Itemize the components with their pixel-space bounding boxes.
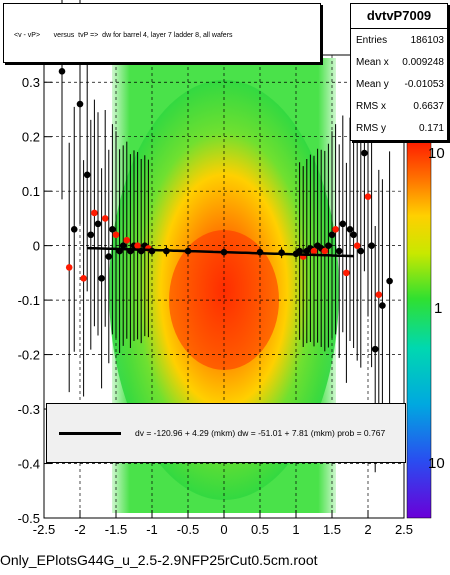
profile-point bbox=[83, 171, 91, 179]
stats-title: dvtvP7009 bbox=[351, 4, 447, 29]
y-tick-label: 0.3 bbox=[22, 75, 40, 90]
x-tick-label: 1 bbox=[292, 522, 299, 537]
stats-key: RMS y bbox=[356, 123, 386, 134]
fit-legend-text: dv = -120.96 + 4.29 (mkm) dw = -51.01 + … bbox=[135, 428, 386, 438]
y-tick-label: -0.5 bbox=[18, 511, 40, 526]
stats-key: Mean x bbox=[356, 57, 389, 68]
stats-value: 186103 bbox=[410, 35, 444, 46]
profile-point bbox=[379, 302, 386, 309]
x-tick-label: 0 bbox=[220, 522, 227, 537]
profile-point bbox=[76, 100, 84, 108]
z-tick-label: 1 bbox=[434, 300, 443, 317]
profile-point bbox=[357, 247, 365, 255]
stats-value: 0.171 bbox=[418, 123, 444, 134]
y-tick-label: -0.2 bbox=[18, 348, 40, 363]
x-tick-label: 2.5 bbox=[395, 522, 413, 537]
profile-point bbox=[310, 247, 318, 255]
fit-legend: dv = -120.96 + 4.29 (mkm) dw = -51.01 + … bbox=[46, 403, 406, 463]
z-tick-label: 10 bbox=[428, 145, 445, 162]
profile-point bbox=[328, 231, 336, 239]
z-tick-label: 10 bbox=[428, 455, 445, 472]
profile-point bbox=[325, 242, 332, 249]
title-box: <v - vP> versus tvP => dw for barrel 4, … bbox=[3, 3, 321, 63]
profile-point bbox=[375, 291, 383, 298]
profile-point bbox=[368, 242, 375, 249]
stats-row-mean-x: Mean x 0.009248 bbox=[356, 52, 444, 74]
stats-key: RMS x bbox=[356, 101, 386, 112]
profile-point bbox=[58, 68, 66, 75]
fit-curve bbox=[87, 246, 354, 258]
x-tick-label: 1.5 bbox=[323, 522, 341, 537]
stats-row-rms-y: RMS y 0.171 bbox=[356, 118, 444, 140]
stats-row-rms-x: RMS x 0.6637 bbox=[356, 96, 444, 118]
y-tick-label: 0.1 bbox=[22, 184, 40, 199]
profile-point bbox=[65, 264, 73, 271]
x-axis: -2.5 -2 -1.5 -1 -0.5 0 0.5 1 1.5 2 2.5 bbox=[33, 510, 413, 537]
stats-value: 0.009248 bbox=[402, 57, 444, 68]
y-axis: -0.5 -0.4 -0.3 -0.2 -0.1 0 0.1 0.2 0.3 bbox=[18, 75, 52, 526]
stats-box: dvtvP7009 Entries 186103 Mean x 0.009248 M… bbox=[350, 3, 448, 141]
x-tick-label: -1.5 bbox=[105, 522, 127, 537]
profile-point bbox=[98, 275, 105, 282]
profile-point bbox=[70, 226, 78, 233]
chart-title: <v - vP> versus tvP => dw for barrel 4, … bbox=[14, 32, 233, 39]
profile-point bbox=[101, 215, 109, 222]
profile-point bbox=[321, 247, 329, 255]
profile-point bbox=[343, 269, 350, 277]
profile-point bbox=[109, 226, 116, 233]
x-tick-label: -2 bbox=[74, 522, 86, 537]
stats-value: -0.01053 bbox=[404, 79, 444, 90]
profile-point bbox=[134, 242, 141, 249]
profile-point bbox=[335, 247, 343, 255]
y-tick-label: -0.3 bbox=[18, 402, 40, 417]
x-tick-label: 0.5 bbox=[251, 522, 269, 537]
profile-point bbox=[112, 231, 120, 239]
profile-point bbox=[87, 231, 95, 239]
profile-point bbox=[364, 193, 372, 200]
profile-point bbox=[105, 253, 113, 260]
x-tick-label: -0.5 bbox=[177, 522, 199, 537]
stats-row-entries: Entries 186103 bbox=[356, 30, 444, 52]
profile-point bbox=[91, 209, 98, 217]
file-name: Only_EPlotsG44G_u_2.5-2.9NFP25rCut0.5cm.… bbox=[0, 552, 318, 568]
fit-legend-line bbox=[59, 432, 121, 435]
profile-point bbox=[371, 345, 379, 353]
profile-point bbox=[119, 242, 127, 249]
color-scale bbox=[406, 139, 432, 519]
profile-point bbox=[339, 220, 347, 228]
profile-point bbox=[94, 220, 102, 228]
stats-row-mean-y: Mean y -0.01053 bbox=[356, 74, 444, 96]
profile-point bbox=[386, 277, 393, 285]
profile-point bbox=[296, 247, 303, 255]
y-tick-label: -0.4 bbox=[18, 457, 40, 472]
profile-point bbox=[350, 231, 357, 239]
profile-point bbox=[123, 236, 131, 244]
y-tick-label: 0.2 bbox=[22, 130, 40, 145]
x-tick-label: -2.5 bbox=[33, 522, 55, 537]
x-tick-label: 2 bbox=[364, 522, 371, 537]
y-tick-label: -0.1 bbox=[18, 293, 40, 308]
profile-point bbox=[80, 275, 87, 282]
stats-key: Mean y bbox=[356, 79, 389, 90]
profile-point bbox=[332, 226, 339, 233]
stats-value: 0.6637 bbox=[413, 101, 444, 112]
x-tick-label: -1 bbox=[146, 522, 158, 537]
profile-point bbox=[353, 242, 361, 249]
profile-point bbox=[346, 226, 354, 233]
profile-point bbox=[361, 149, 368, 157]
y-tick-label: 0 bbox=[33, 239, 40, 254]
stats-key: Entries bbox=[356, 35, 388, 46]
